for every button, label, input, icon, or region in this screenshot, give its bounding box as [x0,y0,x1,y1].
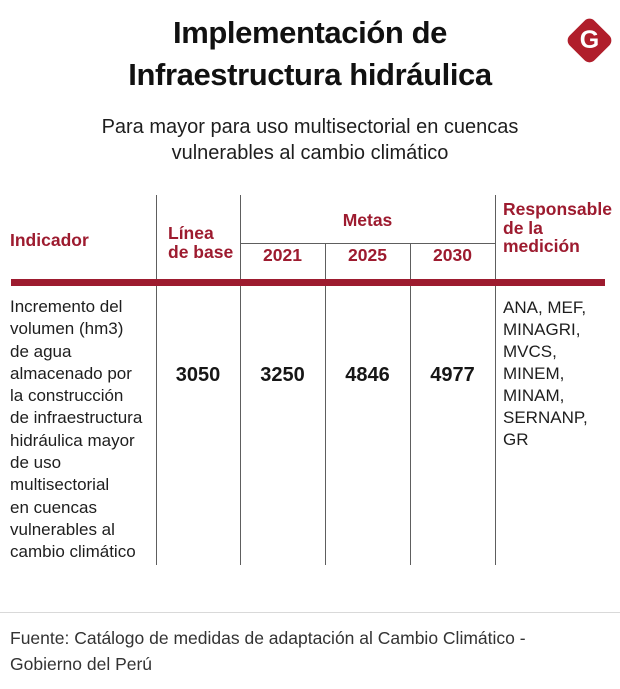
column-header-responsible: Responsable de la medición [503,199,612,256]
column-header-year-2030: 2030 [433,245,472,265]
meta-2021-value-cell: 3250 [260,364,305,386]
page-title: Implementación de Infraestructura hidráu… [128,15,492,92]
logo-letter-g: G [579,26,600,54]
meta-2025-value-cell: 4846 [345,364,390,386]
metas-underline [240,243,495,244]
column-header-indicator: Indicador [10,230,89,250]
column-divider-baseline-metas [240,195,241,565]
page-subtitle: Para mayor para uso multisectorial en cu… [101,116,519,164]
footer-divider [0,612,620,613]
column-divider-metas-responsible [495,195,496,565]
indicator-cell: Incremento del volumen (hm3) de agua alm… [10,297,143,562]
column-header-year-2025: 2025 [348,245,387,265]
header-accent-bar [11,279,605,286]
column-divider-2021-2025 [325,244,326,565]
column-header-metas: Metas [342,210,393,230]
column-header-year-2021: 2021 [263,245,302,265]
baseline-value-cell: 3050 [175,364,221,386]
gestion-logo: G [564,15,615,66]
column-divider-2025-2030 [410,244,411,565]
responsible-cell: ANA, MEF, MINAGRI, MVCS, MINEM, MINAM, S… [503,298,588,449]
meta-2030-value-cell: 4977 [430,364,475,386]
column-header-baseline: Línea de base [168,223,234,262]
source-text: Fuente: Catálogo de medidas de adaptació… [10,628,526,674]
column-divider-indicator-baseline [156,195,157,565]
